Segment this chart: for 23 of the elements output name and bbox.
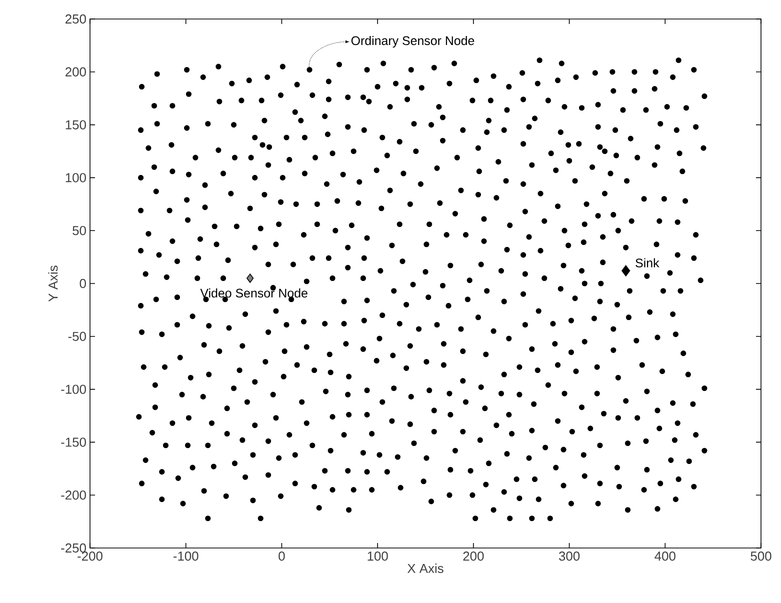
x-tick-label: 300 bbox=[558, 552, 580, 561]
y-tick-label: -50 bbox=[68, 332, 86, 341]
annotation: Ordinary Sensor Node bbox=[351, 36, 474, 48]
x-tick-label: 400 bbox=[654, 552, 676, 561]
x-tick-label: 100 bbox=[368, 552, 388, 561]
y-tick-label: -100 bbox=[61, 384, 86, 394]
y-tick-label: 100 bbox=[66, 173, 86, 182]
y-axis-title: Y Axis bbox=[48, 266, 58, 302]
x-tick-label: 0 bbox=[278, 552, 285, 561]
x-axis-title: X Axis bbox=[407, 564, 444, 574]
y-tick-label: 200 bbox=[66, 67, 86, 76]
y-tick-label: -250 bbox=[61, 543, 86, 553]
x-tick-label: 500 bbox=[750, 552, 772, 561]
annotation: Sink bbox=[636, 258, 660, 268]
annotation: Video Sensor Node bbox=[200, 288, 308, 298]
y-tick-label: -200 bbox=[61, 490, 86, 500]
y-tick-label: 0 bbox=[80, 278, 86, 288]
y-tick-label: 50 bbox=[72, 226, 86, 236]
x-tick-label: -100 bbox=[173, 552, 198, 561]
y-tick-label: 150 bbox=[66, 120, 86, 130]
x-tick-label: 200 bbox=[463, 552, 484, 561]
y-tick-label: -150 bbox=[61, 438, 86, 447]
y-tick-label: 250 bbox=[66, 14, 86, 24]
